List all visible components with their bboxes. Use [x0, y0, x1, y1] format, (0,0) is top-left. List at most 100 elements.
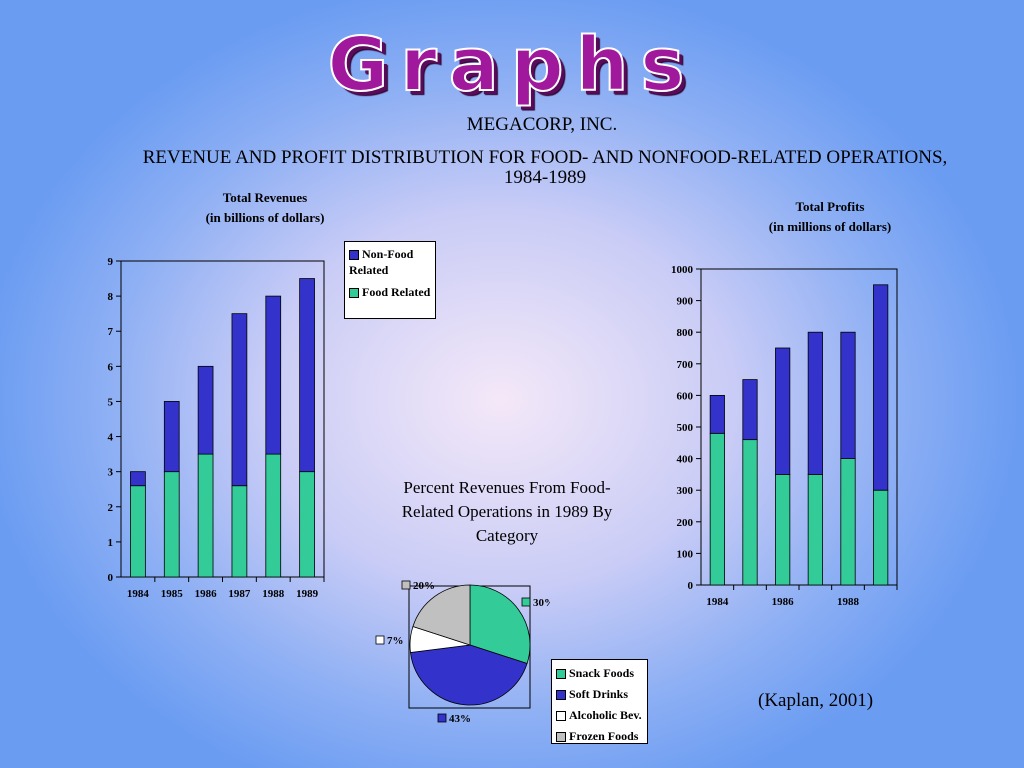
pie-slice-label: 20%	[413, 580, 435, 592]
pie-slice	[469, 584, 531, 665]
pie-chart-title: Percent Revenues From Food-Related Opera…	[401, 478, 613, 545]
legend-label-non-food: Non-Food Related	[349, 247, 414, 277]
revenue-x-tick-label: 1986	[195, 588, 218, 600]
profit-y-tick-label: 400	[677, 454, 694, 466]
revenue-bar-food	[163, 471, 180, 578]
revenue-bar-non-food	[265, 295, 282, 455]
revenue-bar-food	[197, 453, 214, 578]
profit-bar-food	[807, 473, 823, 586]
pie-legend-label: Soft Drinks	[569, 687, 629, 701]
profit-bar-food	[840, 458, 856, 586]
revenue-legend: Non-Food Related Food Related	[344, 241, 436, 319]
pie-slice	[412, 584, 471, 646]
pie-slice	[410, 644, 528, 706]
pie-slice-label: 30%	[533, 597, 550, 609]
profit-y-tick-label: 200	[677, 517, 694, 529]
pie-legend-label: Alcoholic Bev.	[569, 708, 642, 722]
profit-y-tick-label: 600	[677, 390, 694, 402]
revenue-y-tick-label: 1	[108, 537, 114, 549]
profit-y-tick-label: 800	[677, 327, 694, 339]
profit-y-tick-label: 300	[677, 485, 694, 497]
revenue-chart-title: Total Revenues (in billions of dollars)	[160, 188, 370, 228]
profit-bar-non-food	[873, 284, 889, 491]
revenue-x-tick-label: 1989	[296, 588, 319, 600]
pie-legend-swatch	[556, 711, 566, 722]
pie-label-swatch	[437, 713, 447, 723]
pie-label-swatch	[375, 635, 385, 645]
revenue-y-tick-label: 0	[108, 572, 114, 584]
pie-legend-item: Snack Foods	[556, 663, 647, 684]
pie-slice-label: 43%	[449, 713, 471, 725]
slide-title: Graphs	[327, 21, 697, 109]
profit-bar-non-food	[709, 394, 725, 434]
pie-legend-swatch	[556, 690, 566, 701]
profit-unit-line: (in millions of dollars)	[768, 219, 892, 234]
revenue-y-tick-label: 7	[108, 326, 114, 338]
pie-label-swatch	[401, 580, 411, 590]
revenue-bar-non-food	[163, 401, 180, 473]
profit-plot-frame	[700, 268, 898, 586]
pie-legend-item: Soft Drinks	[556, 684, 647, 705]
revenue-bar-chart: 0 1 2 3 4 5 6 7 8 9 1984 1985 1986 1987 1988 1989	[108, 256, 325, 600]
profit-y-tick-label: 500	[677, 422, 694, 434]
profit-y-tick-label: 1000	[671, 264, 694, 276]
revenue-x-tick-label: 1984	[127, 588, 149, 600]
revenue-x-tick-label: 1988	[262, 588, 285, 600]
legend-item-non-food: Non-Food Related	[349, 246, 435, 278]
pie-chart: 30% 43% 7% 20%	[375, 580, 550, 725]
profit-y-tick-label: 700	[677, 359, 694, 371]
revenue-y-tick-label: 8	[108, 291, 114, 303]
pie-legend: Snack Foods Soft Drinks Alcoholic Bev. F…	[551, 659, 648, 744]
pie-slice-label: 7%	[387, 635, 404, 647]
pie-legend-swatch	[556, 732, 566, 743]
revenue-bar-food	[130, 485, 146, 578]
profit-bar-food	[775, 473, 791, 586]
pie-legend-item: Frozen Foods	[556, 726, 647, 747]
revenue-bar-non-food	[299, 278, 315, 473]
profit-x-tick-label: 1986	[772, 596, 795, 608]
revenue-y-tick-label: 4	[108, 432, 114, 444]
revenue-x-tick-label: 1987	[228, 588, 251, 600]
profit-y-tick-label: 100	[677, 548, 694, 560]
revenue-x-tick-label: 1985	[161, 588, 184, 600]
revenue-unit-line: (in billions of dollars)	[205, 210, 325, 225]
revenue-bar-non-food	[197, 365, 214, 455]
profit-chart-title: Total Profits (in millions of dollars)	[720, 197, 940, 237]
revenue-bar-food	[231, 485, 248, 578]
pie-legend-label: Snack Foods	[569, 666, 635, 680]
pie-label-swatch	[521, 597, 531, 607]
profit-bar-non-food	[742, 379, 758, 441]
revenue-y-tick-label: 5	[108, 396, 114, 408]
profit-bar-non-food	[775, 347, 791, 475]
legend-label-food: Food Related	[362, 285, 431, 299]
revenue-bar-non-food	[231, 313, 248, 487]
profit-x-tick-label: 1988	[837, 596, 860, 608]
company-name: MEGACORP, INC.	[466, 114, 618, 135]
legend-swatch-food	[349, 288, 359, 299]
revenue-y-tick-label: 9	[108, 256, 114, 268]
legend-item-food: Food Related	[349, 284, 435, 300]
profit-bar-food	[873, 489, 889, 586]
profit-bar-non-food	[840, 331, 856, 459]
pie-legend-label: Frozen Foods	[569, 729, 639, 743]
profit-bar-food	[742, 439, 758, 586]
revenue-y-tick-label: 3	[108, 467, 114, 479]
profit-title-line: Total Profits	[795, 199, 865, 214]
citation: (Kaplan, 2001)	[758, 690, 874, 711]
revenue-bar-non-food	[130, 471, 146, 487]
profit-bar-chart: 0 100 200 300 400 500 600 700 800 900 1000 1984 1986…	[671, 264, 898, 608]
pie-legend-item: Alcoholic Bev.	[556, 705, 647, 726]
revenue-plot-frame	[120, 260, 325, 578]
profit-x-tick-label: 1984	[706, 596, 729, 608]
profit-bar-food	[709, 432, 725, 586]
profit-bar-non-food	[807, 331, 823, 475]
revenue-y-tick-label: 2	[108, 502, 114, 514]
revenue-bar-food	[265, 453, 282, 578]
revenue-y-tick-label: 6	[108, 361, 114, 373]
profit-y-tick-label: 900	[677, 296, 694, 308]
slide-subtitle: REVENUE AND PROFIT DISTRIBUTION FOR FOOD…	[142, 147, 948, 188]
profit-y-tick-label: 0	[688, 580, 694, 592]
legend-swatch-non-food	[349, 250, 359, 261]
revenue-bar-food	[299, 471, 315, 578]
pie-legend-swatch	[556, 669, 566, 680]
